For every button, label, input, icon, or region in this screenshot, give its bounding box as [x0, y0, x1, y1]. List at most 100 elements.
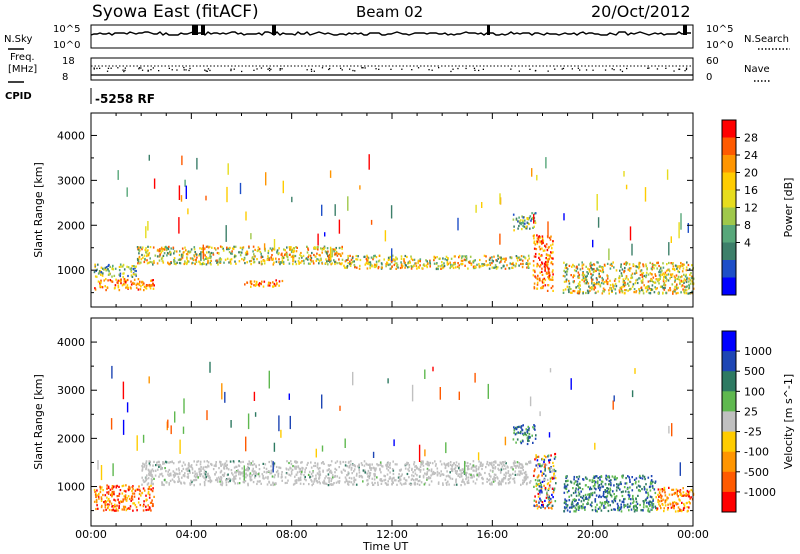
- scatter-streak: [668, 425, 670, 434]
- scatter-cell: [161, 249, 164, 252]
- scatter-cell: [286, 256, 289, 259]
- scatter-cell: [397, 480, 400, 483]
- scatter-cell: [337, 480, 339, 483]
- scatter-cell: [145, 461, 147, 464]
- scatter-streak: [110, 418, 113, 430]
- scatter-cell: [191, 261, 194, 264]
- scatter-cell: [472, 267, 475, 270]
- scatter-cell: [577, 503, 579, 506]
- scatter-cell: [648, 291, 650, 295]
- nave-point: [328, 68, 330, 71]
- scatter-cell: [150, 478, 153, 481]
- scatter-cell: [565, 506, 568, 509]
- scatter-cell: [179, 460, 181, 463]
- scatter-cell: [590, 288, 593, 291]
- beam-title: Beam 02: [356, 3, 423, 21]
- scatter-cell: [527, 265, 529, 269]
- scatter-cell: [262, 474, 264, 478]
- scatter-cell: [285, 251, 288, 254]
- scatter-cell: [244, 479, 247, 483]
- scatter-cell: [354, 266, 356, 269]
- scatter-cell: [221, 482, 224, 485]
- scatter-cell: [630, 276, 632, 280]
- scatter-cell: [97, 263, 99, 266]
- scatter-cell: [150, 488, 152, 491]
- scatter-cell: [310, 257, 313, 260]
- scatter-cell: [268, 257, 271, 260]
- scatter-cell: [103, 501, 105, 504]
- scatter-cell: [568, 495, 570, 498]
- scatter-cell: [684, 288, 686, 291]
- scatter-streak: [529, 396, 532, 407]
- scatter-cell: [514, 470, 516, 473]
- scatter-streak: [418, 444, 421, 462]
- scatter-cell: [150, 470, 152, 473]
- nave-point: [457, 67, 459, 70]
- scatter-cell: [514, 461, 517, 464]
- scatter-cell: [549, 477, 552, 480]
- scatter-cell: [250, 285, 252, 288]
- scatter-cell: [591, 278, 594, 281]
- scatter-cell: [145, 460, 148, 463]
- scatter-cell: [643, 284, 645, 287]
- scatter-cell: [140, 285, 142, 288]
- nave-point: [313, 70, 315, 72]
- scatter-cell: [480, 265, 482, 268]
- scatter-cell: [482, 478, 484, 481]
- scatter-cell: [321, 262, 324, 265]
- scatter-cell: [536, 503, 538, 506]
- scatter-cell: [125, 484, 127, 487]
- scatter-cell: [164, 478, 166, 481]
- scatter-cell: [396, 463, 398, 466]
- scatter-cell: [111, 493, 113, 496]
- nave-point: [431, 69, 433, 71]
- scatter-cell: [501, 257, 504, 261]
- scatter-cell: [426, 467, 429, 470]
- scatter-cell: [288, 461, 290, 465]
- scatter-cell: [648, 503, 650, 506]
- scatter-cell: [648, 510, 651, 513]
- scatter-streak: [273, 239, 276, 250]
- scatter-cell: [225, 481, 228, 484]
- scatter-cell: [252, 463, 254, 467]
- scatter-cell: [133, 495, 136, 498]
- scatter-cell: [294, 254, 297, 258]
- scatter-cell: [564, 506, 566, 509]
- scatter-streak: [291, 196, 293, 203]
- scatter-cell: [392, 472, 395, 476]
- scatter-cell: [366, 256, 369, 259]
- scatter-cell: [124, 505, 127, 508]
- scatter-cell: [517, 227, 519, 230]
- scatter-cell: [199, 463, 202, 466]
- scatter-cell: [658, 495, 660, 498]
- scatter-cell: [148, 487, 151, 490]
- scatter-cell: [668, 486, 670, 489]
- scatter-cell: [635, 265, 638, 268]
- scatter-cell: [95, 507, 97, 511]
- scatter-cell: [230, 469, 233, 472]
- scatter-cell: [448, 483, 450, 486]
- scatter-cell: [295, 250, 298, 253]
- nave-point: [375, 68, 377, 70]
- scatter-cell: [650, 277, 652, 281]
- scatter-cell: [573, 290, 576, 293]
- scatter-cell: [524, 257, 527, 260]
- scatter-cell: [606, 274, 608, 277]
- scatter-cell: [273, 476, 276, 479]
- scatter-cell: [327, 473, 330, 476]
- scatter-cell: [629, 486, 631, 489]
- scatter-cell: [217, 263, 219, 266]
- scatter-cell: [635, 279, 637, 282]
- scatter-cell: [230, 258, 233, 261]
- scatter-cell: [281, 479, 283, 482]
- scatter-cell: [426, 478, 428, 481]
- scatter-cell: [535, 464, 537, 467]
- scatter-cell: [501, 461, 504, 464]
- scatter-cell: [248, 460, 250, 463]
- scatter-cell: [118, 485, 120, 488]
- scatter-cell: [426, 471, 429, 474]
- scatter-cell: [271, 247, 274, 250]
- scatter-cell: [316, 252, 318, 255]
- scatter-cell: [665, 280, 667, 283]
